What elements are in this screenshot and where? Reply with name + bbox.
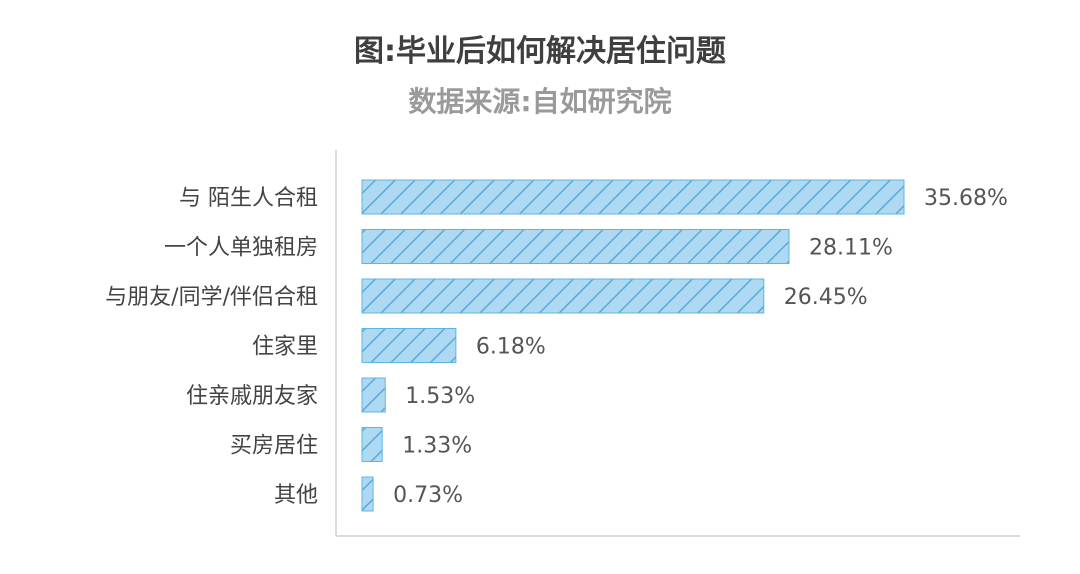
bar	[361, 179, 905, 215]
bar	[361, 377, 386, 413]
value-label: 6.18%	[476, 335, 546, 360]
chart-title: 图:毕业后如何解决居住问题	[354, 34, 726, 69]
bar	[361, 229, 790, 264]
bar	[361, 427, 383, 462]
value-label: 0.73%	[393, 483, 463, 508]
chart-subtitle: 数据来源:自如研究院	[408, 85, 672, 118]
category-label: 住亲戚朋友家	[186, 384, 318, 409]
category-label: 其他	[274, 483, 318, 508]
category-label: 住家里	[252, 335, 318, 360]
value-label: 1.33%	[402, 434, 472, 459]
bar	[361, 476, 374, 512]
category-label: 与 陌生人合租	[179, 186, 318, 211]
category-label: 一个人单独租房	[164, 236, 318, 261]
value-label: 26.45%	[784, 285, 868, 310]
category-label: 与朋友/同学/伴侣合租	[105, 285, 318, 310]
bar	[361, 328, 457, 363]
value-label: 28.11%	[809, 236, 893, 261]
category-label: 买房居住	[230, 434, 318, 459]
value-label: 1.53%	[405, 384, 475, 409]
bar	[361, 278, 765, 314]
value-label: 35.68%	[924, 186, 1008, 211]
